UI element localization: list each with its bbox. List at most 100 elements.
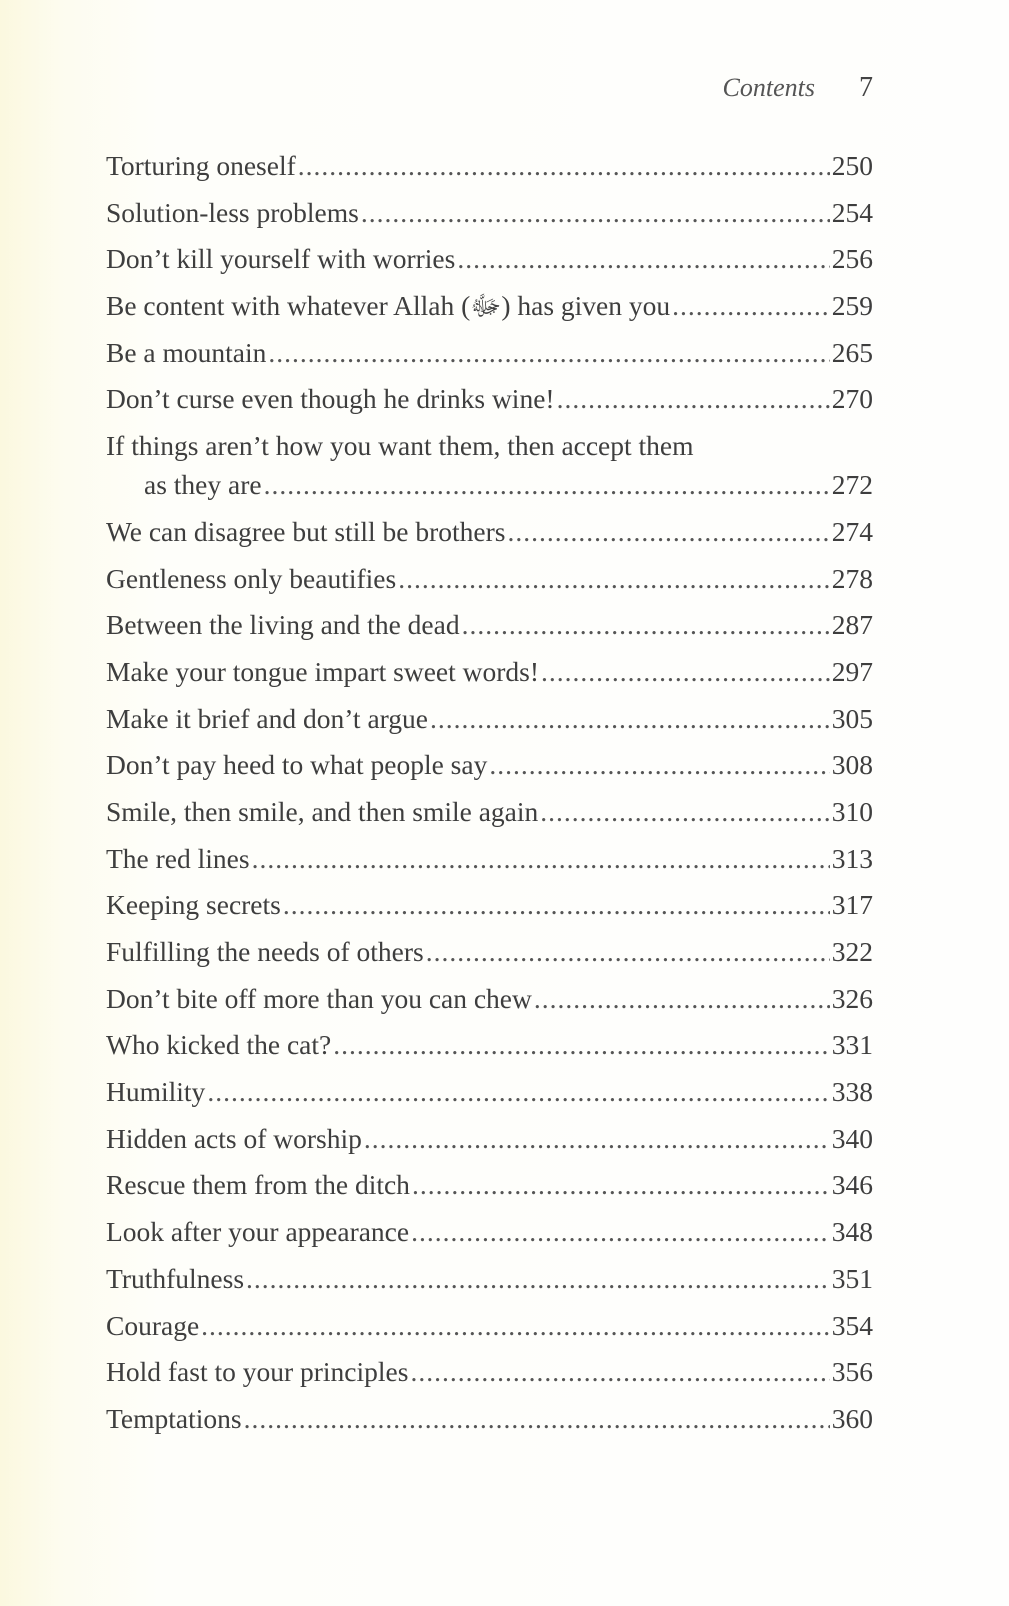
toc-entry-title: Hidden acts of worship — [106, 1122, 362, 1154]
toc-entry-page: 270 — [831, 383, 873, 415]
toc-entry-page: 274 — [831, 515, 873, 547]
toc-entry-page: 331 — [831, 1029, 873, 1061]
dot-leader — [534, 979, 830, 1018]
toc-entry-title: Don’t kill yourself with worries — [106, 243, 456, 275]
toc-entry-title: Rescue them from the ditch — [106, 1169, 410, 1201]
toc-entry-title: Don’t pay heed to what people say — [106, 749, 488, 781]
toc-entry-title: Who kicked the cat? — [106, 1029, 332, 1061]
toc-entry: Don’t kill yourself with worries 256 — [106, 239, 873, 278]
toc-entry: Hold fast to your principles 356 — [106, 1352, 873, 1391]
toc-entry-title: Keeping secrets — [106, 889, 281, 921]
dot-leader — [268, 333, 829, 372]
dot-leader — [361, 193, 830, 232]
toc-entry: Hidden acts of worship 340 — [106, 1119, 873, 1158]
dot-leader — [410, 1352, 829, 1391]
dot-leader — [507, 512, 829, 551]
toc-entry-title: Be content with whatever Allah (ﷻ) has g… — [106, 290, 671, 322]
toc-entry-title: Gentleness only beautifies — [106, 562, 397, 594]
toc-entry-title: Make it brief and don’t argue — [106, 702, 429, 734]
toc-entry-page: 305 — [831, 702, 873, 734]
toc-entry-title: Truthfulness — [106, 1262, 245, 1294]
dot-leader — [264, 465, 830, 504]
toc-entry-page: 278 — [831, 562, 873, 594]
toc-entry: Rescue them from the ditch 346 — [106, 1165, 873, 1204]
toc-entry-page: 346 — [831, 1169, 873, 1201]
page-number: 7 — [859, 72, 873, 103]
toc-entry-page: 254 — [831, 196, 873, 228]
toc-entry-page: 338 — [831, 1076, 873, 1108]
toc-entry: Look after your appearance 348 — [106, 1212, 873, 1251]
toc-entry-title: If things aren’t how you want them, then… — [106, 430, 694, 462]
dot-leader — [426, 932, 830, 971]
toc-entry: Torturing oneself 250 — [106, 146, 873, 185]
toc-entry: Courage 354 — [106, 1306, 873, 1345]
dot-leader — [283, 885, 830, 924]
toc-entry-title: Hold fast to your principles — [106, 1356, 409, 1388]
toc-entry-page: 356 — [831, 1356, 873, 1388]
toc-entry-title: Make your tongue impart sweet words! — [106, 655, 540, 687]
toc-entry: Who kicked the cat? 331 — [106, 1025, 873, 1064]
table-of-contents: Torturing oneself 250 Solution-less proble… — [106, 146, 873, 1446]
dot-leader — [412, 1165, 830, 1204]
toc-entry: Solution-less problems 254 — [106, 193, 873, 232]
dot-leader — [557, 379, 830, 418]
toc-entry: Smile, then smile, and then smile again 3… — [106, 792, 873, 831]
toc-entry-title: The red lines — [106, 842, 250, 874]
dot-leader — [246, 1259, 830, 1298]
toc-entry-title: Courage — [106, 1309, 200, 1341]
toc-entry-page: 287 — [831, 609, 873, 641]
toc-entry-page: 265 — [831, 336, 873, 368]
dot-leader — [462, 605, 830, 644]
toc-entry: Gentleness only beautifies 278 — [106, 559, 873, 598]
toc-entry-title: Fulfilling the needs of others — [106, 936, 424, 967]
toc-entry-page: 340 — [831, 1122, 873, 1154]
toc-entry-title: Smile, then smile, and then smile again — [106, 795, 539, 827]
toc-entry-title: Look after your appearance — [106, 1216, 410, 1248]
toc-entry-page: 351 — [831, 1262, 873, 1294]
toc-entry-page: 354 — [831, 1309, 873, 1341]
toc-entry-page: 326 — [831, 982, 873, 1014]
toc-entry-title: Solution-less problems — [106, 196, 359, 228]
toc-entry-title: We can disagree but still be brothers — [106, 515, 506, 547]
dot-leader — [201, 1306, 830, 1345]
toc-entry-page: 256 — [831, 243, 873, 275]
toc-entry-page: 322 — [831, 936, 873, 967]
toc-entry-title: Humility — [106, 1076, 206, 1108]
toc-entry-page: 348 — [831, 1216, 873, 1248]
toc-entry-page: 272 — [831, 469, 873, 501]
running-header: Contents 7 — [723, 72, 873, 104]
dot-leader — [672, 286, 830, 325]
toc-entry: Be a mountain 265 — [106, 333, 873, 372]
toc-entry: Don’t bite off more than you can chew 32… — [106, 979, 873, 1018]
toc-entry-page: 297 — [831, 655, 873, 687]
toc-entry-page: 360 — [831, 1402, 873, 1434]
dot-leader — [333, 1025, 830, 1064]
dot-leader — [411, 1212, 830, 1251]
dot-leader — [489, 745, 829, 784]
toc-entry: The red lines 313 — [106, 839, 873, 878]
toc-entry: Make your tongue impart sweet words! 297 — [106, 652, 873, 691]
toc-entry-title: Between the living and the dead — [106, 609, 460, 641]
toc-entry-title: Don’t curse even though he drinks wine! — [106, 383, 555, 415]
dot-leader — [364, 1119, 830, 1158]
dot-leader — [207, 1072, 829, 1111]
toc-entry-title: Torturing oneself — [106, 150, 296, 181]
toc-entry: Make it brief and don’t argue 305 — [106, 699, 873, 738]
dot-leader — [252, 839, 830, 878]
toc-entry-page: 259 — [831, 290, 873, 322]
toc-entry: We can disagree but still be brothers 27… — [106, 512, 873, 551]
toc-entry: Don’t curse even though he drinks wine! … — [106, 379, 873, 418]
dot-leader — [398, 559, 830, 598]
toc-entry-title: Be a mountain — [106, 336, 267, 368]
dot-leader — [244, 1399, 830, 1438]
toc-entry: Keeping secrets 317 — [106, 885, 873, 924]
toc-entry-title: as they are — [144, 469, 262, 501]
toc-entry-page: 317 — [831, 889, 873, 921]
dot-leader — [541, 652, 830, 691]
toc-entry-page: 313 — [831, 842, 873, 874]
toc-entry: Truthfulness 351 — [106, 1259, 873, 1298]
toc-entry-title: Temptations — [106, 1402, 242, 1434]
dot-leader — [457, 239, 829, 278]
toc-entry-title: Don’t bite off more than you can chew — [106, 982, 532, 1014]
toc-entry: Between the living and the dead 287 — [106, 605, 873, 644]
